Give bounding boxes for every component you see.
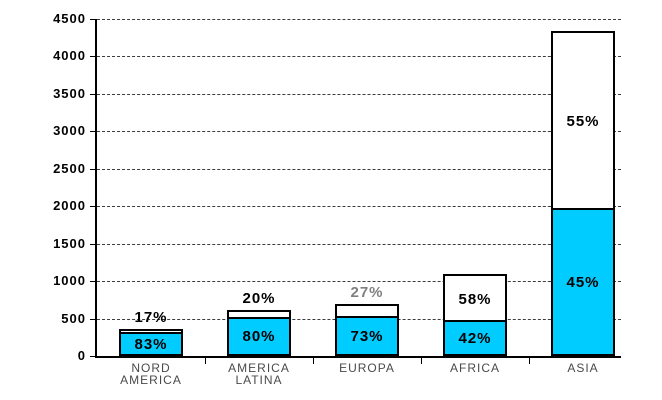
y-axis-tick bbox=[90, 169, 97, 170]
x-axis-category-label-line: AMERICA bbox=[228, 361, 290, 375]
bar: 80% bbox=[227, 310, 291, 356]
y-axis-tick bbox=[90, 319, 97, 320]
y-axis-tick bbox=[90, 206, 97, 207]
x-axis-tick bbox=[529, 356, 530, 364]
y-axis-label: 3500 bbox=[53, 86, 86, 101]
x-axis-category-label-line: AFRICA bbox=[449, 361, 500, 375]
urban-pct-label: 42% bbox=[458, 329, 492, 347]
rural-pct-label: 58% bbox=[458, 290, 492, 308]
bar: 73% bbox=[335, 304, 399, 356]
bar-segment-urban: 83% bbox=[121, 332, 181, 354]
x-axis-category-label: EUROPA bbox=[313, 362, 421, 374]
x-axis-category-label: AMERICA LATINA bbox=[205, 362, 313, 386]
bar-segment-urban: 73% bbox=[337, 316, 397, 354]
bar: 45% 55% bbox=[551, 31, 615, 356]
x-axis-category-label-line: AMERICA bbox=[120, 373, 182, 387]
x-axis-tick bbox=[205, 356, 206, 364]
y-axis-label: 500 bbox=[61, 311, 86, 326]
y-axis-line bbox=[95, 19, 97, 358]
y-axis-tick bbox=[90, 94, 97, 95]
x-axis-tick bbox=[313, 356, 314, 364]
urban-pct-label: 45% bbox=[566, 273, 600, 291]
gridline bbox=[97, 94, 621, 95]
x-axis-category-label-line: ASIA bbox=[567, 361, 599, 375]
bar-segment-urban: 80% bbox=[229, 317, 289, 354]
bar-segment-rural: 58% bbox=[445, 276, 505, 322]
y-axis-label: 3000 bbox=[53, 123, 86, 138]
rural-pct-label: 17% bbox=[134, 309, 168, 326]
bar: 42% 58% bbox=[443, 274, 507, 356]
gridline bbox=[97, 244, 621, 245]
y-axis-label: 2500 bbox=[53, 161, 86, 176]
rural-pct-label: 27% bbox=[350, 284, 384, 301]
x-axis-category-label-line: EUROPA bbox=[339, 361, 395, 375]
y-axis-tick bbox=[90, 244, 97, 245]
x-axis-line bbox=[95, 356, 621, 358]
x-axis-category-label: NORD AMERICA bbox=[97, 362, 205, 386]
x-axis-category-label-line: NORD bbox=[131, 361, 171, 375]
y-axis-label: 1500 bbox=[53, 236, 86, 251]
y-axis-label: 4000 bbox=[53, 48, 86, 63]
urban-pct-label: 73% bbox=[350, 327, 384, 345]
gridline bbox=[97, 206, 621, 207]
rural-pct-label: 55% bbox=[566, 113, 600, 130]
x-axis-category-label: AFRICA bbox=[421, 362, 529, 374]
y-axis-label: 4500 bbox=[53, 11, 86, 26]
x-axis-category-label-line: LATINA bbox=[235, 373, 283, 387]
y-axis-tick bbox=[90, 356, 97, 357]
y-axis-label: 0 bbox=[77, 348, 86, 363]
y-axis-label: 2000 bbox=[53, 198, 86, 213]
bar-segment-rural: 55% bbox=[553, 33, 613, 210]
y-axis-tick bbox=[90, 281, 97, 282]
bar: 83% bbox=[119, 329, 183, 356]
gridline bbox=[97, 169, 621, 170]
x-axis-category-label: ASIA bbox=[529, 362, 637, 374]
gridline bbox=[97, 131, 621, 132]
x-axis-tick bbox=[421, 356, 422, 364]
plot-area: 0 500 1000 1500 2000 2500 3000 3500 4000 4500 83%… bbox=[53, 11, 637, 364]
y-axis-tick bbox=[90, 19, 97, 20]
bar-segment-urban: 42% bbox=[445, 320, 505, 354]
y-axis-label: 1000 bbox=[53, 273, 86, 288]
y-axis-tick bbox=[90, 131, 97, 132]
urban-pct-label: 83% bbox=[134, 335, 168, 353]
gridline bbox=[97, 56, 621, 57]
rural-pct-label: 20% bbox=[242, 290, 276, 307]
bar-segment-urban: 45% bbox=[553, 208, 613, 354]
gridline bbox=[97, 19, 621, 20]
gridline bbox=[97, 281, 621, 282]
y-axis-tick bbox=[90, 56, 97, 57]
urban-pct-label: 80% bbox=[242, 328, 276, 345]
